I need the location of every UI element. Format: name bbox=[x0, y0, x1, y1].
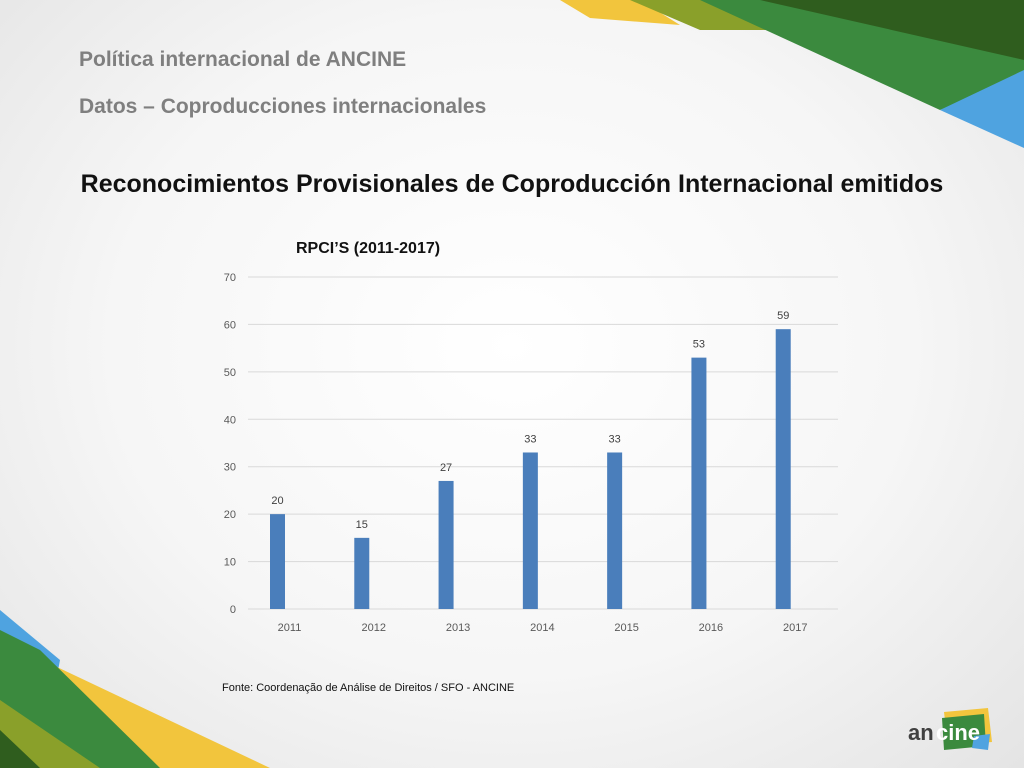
y-tick-label: 40 bbox=[224, 414, 236, 426]
logo-text-cine: cine bbox=[936, 720, 980, 745]
main-title: Reconocimientos Provisionales de Coprodu… bbox=[80, 170, 944, 198]
header-subtitle: Datos – Coproducciones internacionales bbox=[79, 95, 487, 118]
y-tick-label: 60 bbox=[224, 319, 236, 331]
ancine-logo: an cine bbox=[908, 708, 992, 750]
deco-darkgreen-top bbox=[760, 0, 1024, 60]
data-label-2012: 15 bbox=[356, 519, 368, 531]
x-tick-label-2017: 2017 bbox=[783, 622, 807, 634]
y-tick-label: 10 bbox=[224, 557, 236, 569]
x-tick-label-2013: 2013 bbox=[446, 622, 470, 634]
x-tick-label-2011: 2011 bbox=[278, 622, 302, 634]
y-tick-label: 50 bbox=[224, 367, 236, 379]
deco-blue-top bbox=[940, 70, 1024, 148]
chart-title: RPCI’S (2011-2017) bbox=[296, 240, 441, 257]
header-title: Política internacional de ANCINE bbox=[79, 48, 407, 71]
x-tick-label-2012: 2012 bbox=[362, 622, 386, 634]
logo-text-an: an bbox=[908, 720, 934, 745]
data-label-2013: 27 bbox=[440, 462, 452, 474]
deco-olive-bottom bbox=[0, 700, 100, 768]
data-label-2014: 33 bbox=[524, 433, 536, 445]
y-tick-label: 0 bbox=[230, 604, 236, 616]
bar-2013 bbox=[438, 480, 454, 609]
logo-blue-shape bbox=[972, 734, 990, 750]
bar-2016 bbox=[691, 357, 707, 609]
bar-2012 bbox=[354, 537, 370, 609]
x-tick-label-2015: 2015 bbox=[614, 622, 638, 634]
deco-darkgreen-bottom bbox=[0, 730, 40, 768]
source-note: Fonte: Coordenação de Análise de Direito… bbox=[222, 682, 515, 694]
bar-2015 bbox=[607, 452, 623, 609]
y-tick-label: 20 bbox=[224, 509, 236, 521]
x-tick-label-2014: 2014 bbox=[530, 622, 554, 634]
y-tick-label: 70 bbox=[224, 272, 236, 284]
y-tick-label: 30 bbox=[224, 462, 236, 474]
data-label-2011: 20 bbox=[271, 495, 283, 507]
data-label-2016: 53 bbox=[693, 339, 705, 351]
data-label-2015: 33 bbox=[609, 433, 621, 445]
bar-2017 bbox=[775, 329, 791, 609]
data-label-2017: 59 bbox=[777, 310, 789, 322]
x-tick-label-2016: 2016 bbox=[699, 622, 723, 634]
bar-2011 bbox=[270, 514, 285, 609]
bar-2014 bbox=[522, 452, 538, 609]
